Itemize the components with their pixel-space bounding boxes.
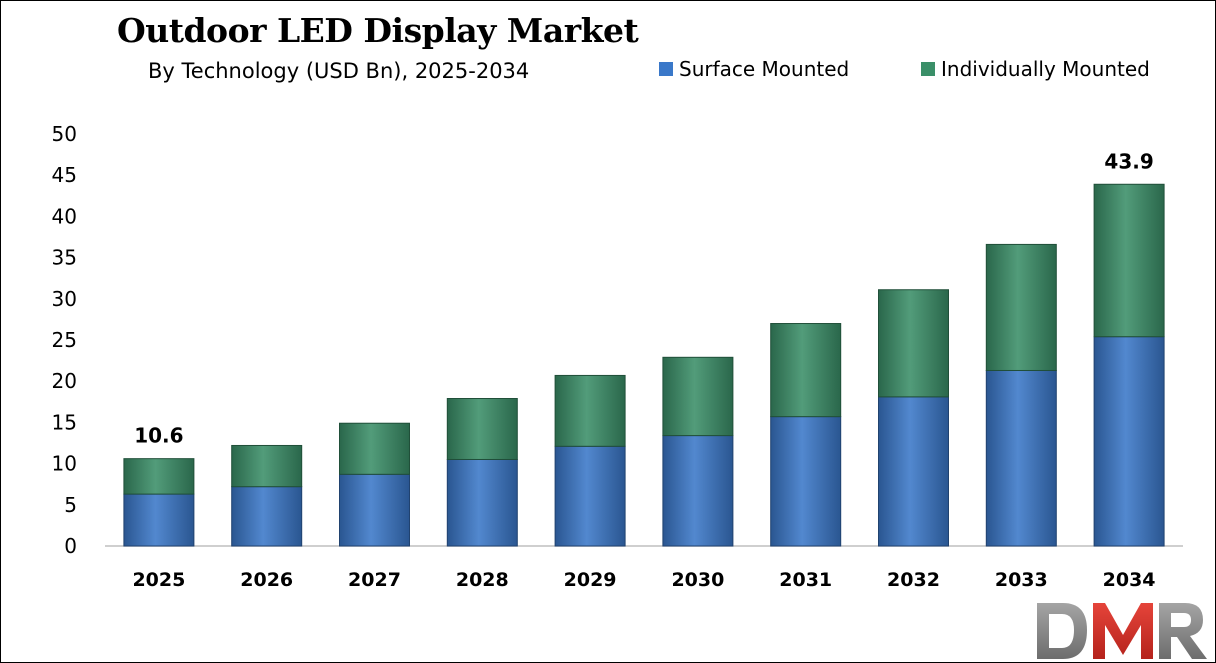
y-tick-label: 5 xyxy=(64,493,77,517)
y-tick-label: 30 xyxy=(52,287,77,311)
y-tick-label: 35 xyxy=(52,246,77,270)
bar-surface-mounted xyxy=(878,396,949,547)
bar-individually-mounted xyxy=(1093,183,1165,338)
bar-individually-mounted xyxy=(878,289,949,398)
bar-individually-mounted xyxy=(770,323,842,418)
y-tick-label: 40 xyxy=(52,204,77,228)
x-tick-label: 2033 xyxy=(995,569,1048,591)
logo-letter-d xyxy=(1037,603,1087,659)
x-tick-label: 2032 xyxy=(887,569,940,591)
y-tick-label: 50 xyxy=(52,122,77,146)
x-tick-label: 2030 xyxy=(671,569,724,591)
bar-individually-mounted xyxy=(339,422,410,475)
bar-surface-mounted xyxy=(554,445,626,547)
data-label-total: 10.6 xyxy=(134,424,183,448)
bar-surface-mounted xyxy=(1093,336,1165,547)
legend: Surface Mounted Individually Mounted xyxy=(1,57,1215,87)
y-tick-label: 15 xyxy=(52,410,77,434)
x-tick-label: 2028 xyxy=(456,569,509,591)
bar-surface-mounted xyxy=(770,416,842,547)
legend-item-surface-mounted: Surface Mounted xyxy=(659,57,849,81)
y-tick-label: 45 xyxy=(52,163,77,187)
bar-individually-mounted xyxy=(662,356,734,437)
data-label-total: 43.9 xyxy=(1104,149,1153,173)
legend-label-individually-mounted: Individually Mounted xyxy=(941,57,1150,81)
y-tick-label: 20 xyxy=(52,369,77,393)
x-tick-label: 2025 xyxy=(132,569,185,591)
x-tick-label: 2026 xyxy=(240,569,293,591)
y-tick-label: 10 xyxy=(52,452,77,476)
legend-label-surface-mounted: Surface Mounted xyxy=(679,57,850,81)
legend-swatch-surface-mounted xyxy=(659,62,673,76)
bar-individually-mounted xyxy=(554,374,626,447)
bar-surface-mounted xyxy=(123,493,195,547)
bar-surface-mounted xyxy=(339,473,410,547)
legend-swatch-individually-mounted xyxy=(921,62,935,76)
logo-letter-r xyxy=(1159,603,1207,659)
chart-title: Outdoor LED Display Market xyxy=(117,11,639,50)
x-tick-label: 2034 xyxy=(1103,569,1156,591)
y-tick-label: 0 xyxy=(64,534,77,558)
y-tick-label: 25 xyxy=(52,328,77,352)
x-tick-label: 2031 xyxy=(779,569,832,591)
logo-letter-m xyxy=(1093,603,1153,659)
bar-surface-mounted xyxy=(446,458,518,547)
bar-individually-mounted xyxy=(446,398,518,460)
bar-surface-mounted xyxy=(662,435,734,547)
bar-individually-mounted xyxy=(231,444,303,488)
chart-subtitle: By Technology (USD Bn), 2025-2034 xyxy=(148,59,530,83)
legend-item-individually-mounted: Individually Mounted xyxy=(921,57,1150,81)
bar-surface-mounted xyxy=(231,486,303,547)
x-tick-label: 2027 xyxy=(348,569,401,591)
bar-individually-mounted xyxy=(123,458,195,495)
bar-surface-mounted xyxy=(985,369,1057,547)
bar-individually-mounted xyxy=(985,243,1057,371)
x-tick-label: 2029 xyxy=(564,569,617,591)
dmr-logo xyxy=(1037,603,1207,659)
